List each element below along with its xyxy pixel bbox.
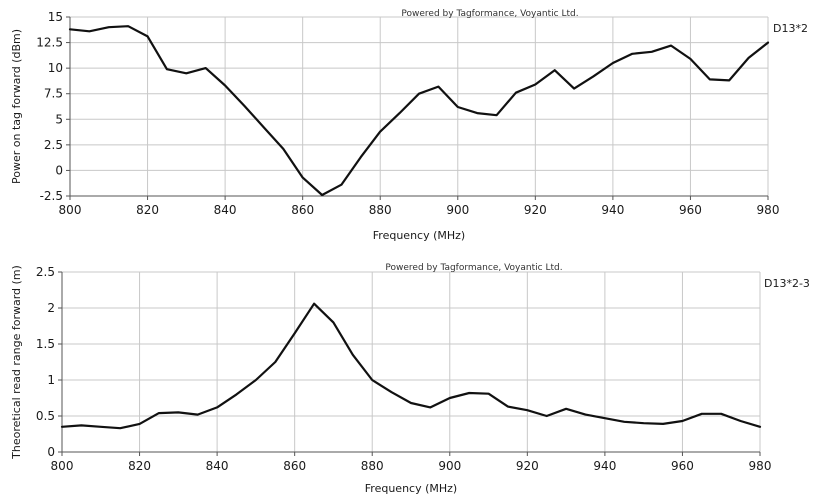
x-tick-label: 800 (59, 203, 82, 217)
y-tick-label: 2.5 (44, 138, 63, 152)
series-line-1 (60, 302, 762, 430)
y-tick-label: 12.5 (36, 36, 63, 50)
legend-entry: D13*2 (773, 22, 808, 35)
y-tick-label: 0 (47, 445, 55, 459)
x-tick-label: 960 (679, 203, 702, 217)
y-tick-label: 7.5 (44, 87, 63, 101)
y-tick-label: 2.5 (36, 265, 55, 279)
x-tick-label: 920 (524, 203, 547, 217)
x-tick-label: 840 (206, 459, 229, 473)
y-tick-label: 1 (47, 373, 55, 387)
legend-entry: D13*2-3 (764, 277, 810, 290)
y-tick-label: 0.5 (36, 409, 55, 423)
x-tick-label: 860 (291, 203, 314, 217)
x-tick-label: 880 (369, 203, 392, 217)
x-tick-label: 940 (593, 459, 616, 473)
y-tick-label: 0 (55, 163, 63, 177)
plot-area (70, 17, 768, 196)
x-tick-label: 940 (601, 203, 624, 217)
chart-1: 800 820 840 860 880 900 920 940 960 980 -2.5 0 2.5 5 7… (10, 9, 808, 242)
x-tick-label: 980 (749, 459, 772, 473)
y-tick-label: -2.5 (40, 189, 63, 203)
y-tick-label: 2 (47, 301, 55, 315)
x-tick-label: 800 (51, 459, 74, 473)
credit-text: Powered by Tagformance, Voyantic Ltd. (385, 263, 562, 273)
y-axis-title: Theoretical read range forward (m) (10, 265, 23, 460)
credit-text: Powered by Tagformance, Voyantic Ltd. (401, 9, 578, 19)
y-tick-label: 1.5 (36, 337, 55, 351)
plot-area (62, 272, 760, 452)
x-tick-label: 900 (446, 203, 469, 217)
x-tick-label: 820 (136, 203, 159, 217)
y-tick-label: 10 (48, 61, 63, 75)
x-tick-label: 860 (283, 459, 306, 473)
x-tick-label: 980 (757, 203, 780, 217)
x-tick-label: 920 (516, 459, 539, 473)
x-tick-label: 900 (438, 459, 461, 473)
x-tick-label: 880 (361, 459, 384, 473)
x-tick-label: 960 (671, 459, 694, 473)
x-tick-label: 840 (214, 203, 237, 217)
x-axis-title: Frequency (MHz) (373, 229, 465, 242)
x-axis-title: Frequency (MHz) (365, 482, 457, 495)
y-tick-label: 15 (48, 10, 63, 24)
series-line-1 (68, 25, 770, 197)
y-axis-title: Power on tag forward (dBm) (10, 29, 23, 184)
chart-2: 800 820 840 860 880 900 920 940 960 980 0 0.5 1 1.5 2 2… (10, 263, 810, 495)
x-tick-label: 820 (128, 459, 151, 473)
y-tick-label: 5 (55, 112, 63, 126)
